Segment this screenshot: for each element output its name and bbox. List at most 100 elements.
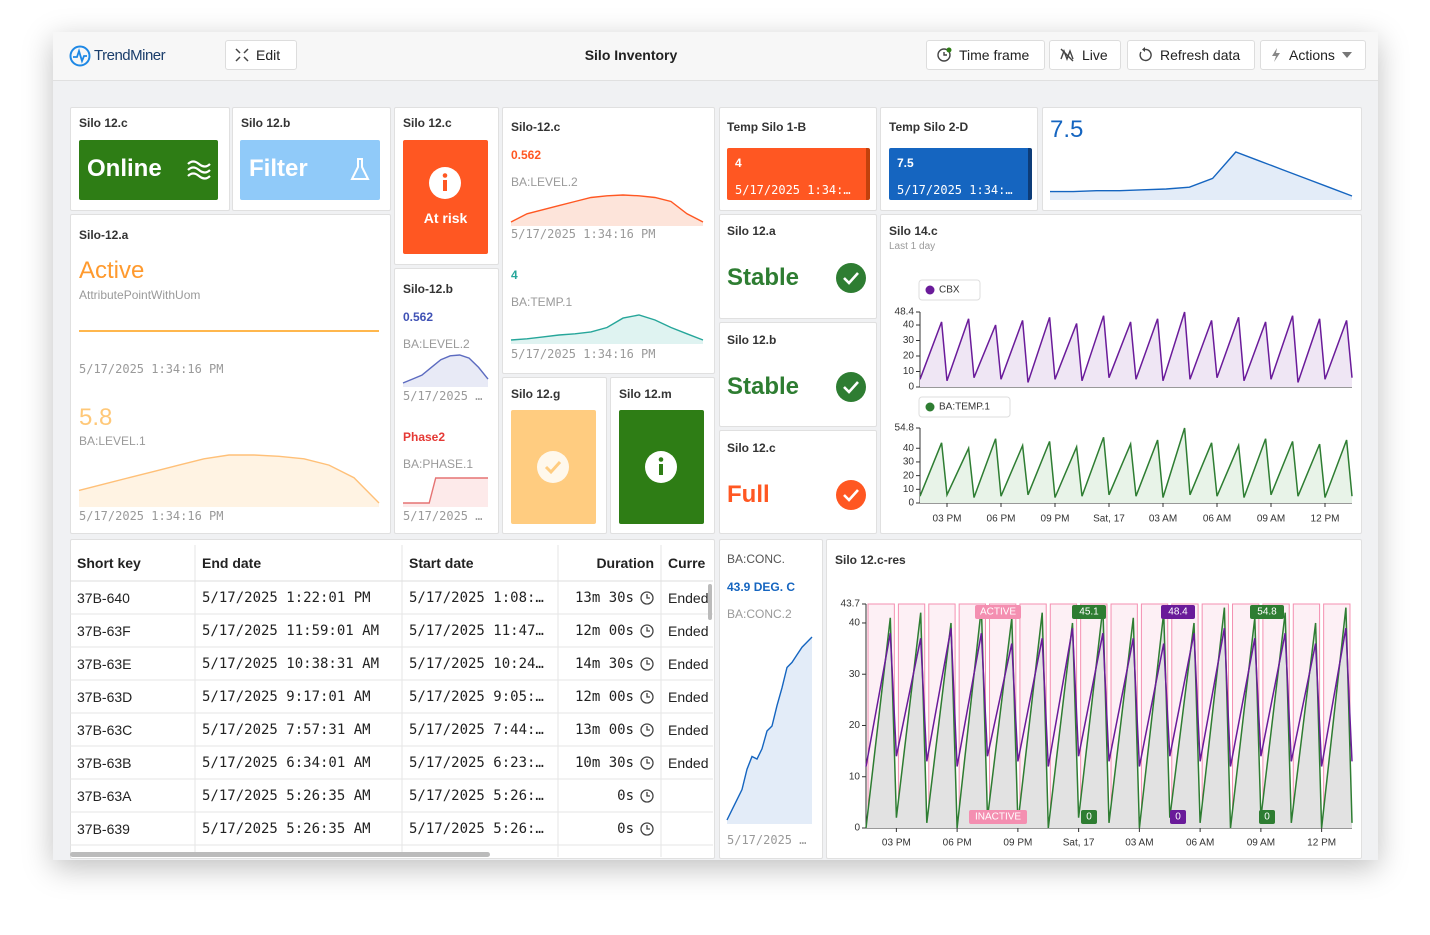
status-text: Online	[87, 155, 162, 182]
check-icon	[836, 480, 866, 510]
time-frame-button[interactable]: Time frame	[926, 40, 1045, 70]
cell: 5/17/2025 11:59:01 AM	[202, 623, 380, 639]
duration: 0s	[617, 788, 634, 804]
series-line	[865, 627, 1353, 767]
logo-text: TrendMiner	[94, 47, 166, 64]
cell: 5/17/2025 7:44:…	[409, 722, 544, 738]
info-icon	[645, 451, 677, 483]
legend-label: BA:TEMP.1	[939, 402, 990, 413]
cell: Ended	[668, 590, 709, 606]
timestamp: 5/17/2025 …	[727, 833, 807, 847]
tile-title: Silo 12.a	[727, 224, 776, 238]
sparkline-area	[79, 455, 379, 507]
bolt-icon	[1272, 48, 1280, 62]
timestamp: 5/17/2025 …	[403, 389, 483, 403]
cell: 37B-63D	[77, 689, 133, 705]
cell: 37B-63B	[77, 755, 132, 771]
y-tick-label: 30	[849, 669, 861, 680]
cell: Ended	[668, 689, 709, 705]
x-tick-label: 12 PM	[1311, 514, 1340, 525]
x-tick-label: 06 AM	[1203, 514, 1231, 525]
column-header: Short key	[77, 555, 141, 571]
x-tick-label: 09 AM	[1257, 514, 1285, 525]
cell: 37B-639	[77, 821, 130, 837]
tile-title: Temp Silo 2-D	[889, 120, 969, 134]
x-tick-label: 03 PM	[933, 514, 962, 525]
y-tick-label: 0	[854, 823, 860, 834]
legend-box	[918, 279, 981, 301]
check-icon	[836, 263, 866, 293]
x-tick-label: Sat, 17	[1093, 514, 1125, 525]
column-header: Duration	[596, 555, 654, 571]
annotation-box	[1072, 605, 1106, 619]
status-text: Filter	[249, 155, 308, 182]
tile-title: Temp Silo 1-B	[727, 120, 807, 134]
clock-hands	[646, 726, 650, 731]
chart-title: Silo 14.c	[889, 224, 938, 238]
x-tick-label: 03 AM	[1125, 838, 1153, 849]
annotation-label: 0	[1264, 812, 1270, 823]
status-text: Stable	[727, 373, 800, 400]
sparkline	[78, 454, 380, 504]
y-tick-label: 30	[903, 335, 915, 346]
phase: Phase2	[403, 430, 446, 444]
clock-hands	[646, 660, 650, 665]
y-tick-label: 20	[903, 470, 915, 481]
x-tick-label: 09 PM	[1003, 838, 1032, 849]
annotation-box	[1250, 605, 1284, 619]
sparkline-area	[1050, 152, 1352, 200]
series-area	[920, 312, 1352, 387]
tag: BA:LEVEL.2	[511, 175, 578, 189]
timestamp: 5/17/2025 1:34:…	[735, 183, 851, 197]
legend-marker	[925, 285, 935, 295]
cell: Ended	[668, 755, 709, 771]
x-tick-label: 12 PM	[1307, 838, 1336, 849]
status-box	[889, 148, 1032, 200]
annotation-label: ACTIVE	[980, 607, 1016, 618]
cell: 5/17/2025 5:26:35 AM	[202, 788, 371, 804]
value: 0.562	[403, 310, 434, 324]
timestamp: 5/17/2025 …	[403, 509, 483, 523]
tile-title: Silo 12.g	[511, 387, 561, 401]
timestamp: 5/17/2025 1:34:…	[897, 183, 1013, 197]
button-label: Refresh data	[1160, 47, 1241, 63]
annotation-box	[1259, 810, 1275, 824]
status-box	[79, 140, 218, 200]
cell: 5/17/2025 5:26:35 AM	[202, 821, 371, 837]
value: 7.5	[897, 156, 914, 170]
x-tick-label: 09 PM	[1041, 514, 1070, 525]
legend-marker	[925, 402, 935, 412]
y-tick-label: 20	[849, 720, 861, 731]
refresh-button[interactable]: Refresh data	[1127, 40, 1255, 70]
annotation-label: 45.1	[1079, 607, 1099, 618]
cell: 37B-63F	[77, 623, 131, 639]
annotation-label: INACTIVE	[975, 812, 1021, 823]
clock-icon	[937, 47, 952, 62]
series-line	[865, 607, 1353, 829]
logo-icon	[69, 45, 91, 67]
y-tick-label: 0	[908, 498, 914, 509]
clock-icon	[640, 756, 654, 770]
cell: 5/17/2025 6:23:…	[409, 755, 544, 771]
tile-title: Silo 12.c	[79, 116, 128, 130]
y-tick-label: 40	[903, 320, 915, 331]
y-tick-label: 10	[903, 484, 915, 495]
state: Active	[79, 257, 145, 284]
clock-hands	[646, 759, 650, 764]
annotation-label: 54.8	[1257, 607, 1277, 618]
flask-icon	[350, 158, 370, 180]
actions-button[interactable]: Actions	[1260, 40, 1366, 70]
scrollbar	[708, 584, 712, 620]
cell: Ended	[668, 656, 709, 672]
info-icon	[429, 167, 461, 199]
clock-hands	[646, 627, 650, 632]
x-tick-label: 09 AM	[1247, 838, 1275, 849]
value: 4	[735, 156, 742, 170]
cell: 37B-63A	[77, 788, 132, 804]
live-button[interactable]: Live	[1049, 40, 1121, 70]
tile-title: Silo-12.a	[79, 228, 129, 242]
edit-button[interactable]: Edit	[225, 40, 297, 70]
status-text: At risk	[423, 210, 468, 226]
cell: Ended	[668, 722, 709, 738]
sparkline-area	[403, 355, 488, 387]
